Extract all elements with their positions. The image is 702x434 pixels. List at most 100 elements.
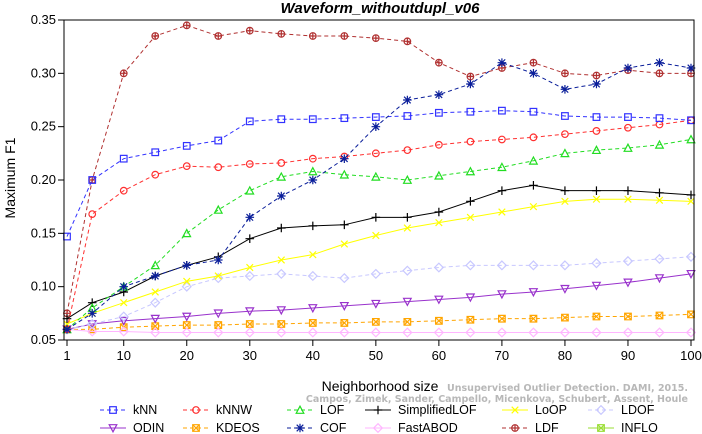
data-point xyxy=(592,195,601,203)
data-point xyxy=(623,63,633,73)
y-tick-label: 0.10 xyxy=(31,279,56,294)
data-point xyxy=(150,260,161,270)
x-tick-label: 30 xyxy=(243,348,257,363)
data-point xyxy=(371,149,380,158)
data-point xyxy=(592,79,601,89)
data-point xyxy=(465,260,476,271)
legend-entry-ldf: LDF xyxy=(502,421,559,434)
series-ldf xyxy=(63,21,695,318)
series-line-knnw xyxy=(66,119,692,330)
data-point xyxy=(433,262,445,273)
data-point xyxy=(214,163,223,172)
data-point xyxy=(529,202,538,211)
data-point xyxy=(686,63,696,73)
legend-label: COF xyxy=(320,421,347,434)
data-point xyxy=(371,299,381,309)
data-point xyxy=(624,195,632,203)
series-line-odin xyxy=(66,273,692,330)
data-point xyxy=(498,106,506,115)
data-point xyxy=(214,136,223,145)
legend-label: kNN xyxy=(133,403,157,417)
legend-label: LDF xyxy=(535,421,559,434)
legend-marker xyxy=(373,405,383,415)
data-point xyxy=(371,34,380,42)
data-point xyxy=(245,320,254,328)
data-point xyxy=(340,114,349,123)
y-axis-title: Maximum F1 xyxy=(2,137,18,218)
data-point xyxy=(340,220,349,230)
data-point xyxy=(466,137,475,146)
data-point xyxy=(435,218,443,227)
data-point xyxy=(529,181,538,190)
data-point xyxy=(213,309,224,319)
data-point xyxy=(402,265,413,276)
x-tick-label: 50 xyxy=(369,348,383,363)
legend-label: kNNW xyxy=(216,403,252,417)
data-point xyxy=(277,191,286,201)
data-point xyxy=(528,327,539,338)
data-point xyxy=(496,260,508,271)
data-point xyxy=(88,176,97,184)
data-point xyxy=(340,32,349,40)
data-point xyxy=(307,270,318,282)
data-point xyxy=(87,309,97,318)
series-fastabod xyxy=(61,324,697,338)
data-point xyxy=(528,155,539,165)
data-point xyxy=(592,312,601,321)
data-point xyxy=(623,186,633,195)
legend-label: FastABOD xyxy=(398,421,458,434)
data-point xyxy=(245,26,254,35)
data-point xyxy=(560,284,570,294)
data-point xyxy=(624,312,632,321)
data-point xyxy=(591,327,602,338)
legend-entry-fastabod: FastABOD xyxy=(365,421,458,434)
data-point xyxy=(339,327,350,338)
data-point xyxy=(276,171,287,181)
y-tick-label: 0.30 xyxy=(31,65,56,80)
legend-entry-inflo: INFLO xyxy=(588,421,658,434)
x-tick-label: 70 xyxy=(495,348,509,363)
data-point xyxy=(308,154,317,163)
data-point xyxy=(244,327,255,338)
data-point xyxy=(561,69,569,78)
data-point xyxy=(182,321,191,329)
data-point xyxy=(339,301,350,311)
data-point xyxy=(497,58,507,67)
data-point xyxy=(654,274,665,284)
data-point xyxy=(655,58,664,67)
data-point xyxy=(403,146,412,155)
x-tick-label: 60 xyxy=(432,348,446,363)
data-point xyxy=(466,197,475,206)
data-point xyxy=(277,223,286,233)
data-point xyxy=(591,281,602,291)
data-point xyxy=(277,115,286,124)
data-point xyxy=(277,159,286,167)
data-point xyxy=(496,327,508,338)
data-point xyxy=(372,231,380,240)
data-point xyxy=(434,170,444,180)
y-tick-label: 0.35 xyxy=(31,12,56,27)
data-point xyxy=(276,306,287,316)
x-tick-label: 40 xyxy=(306,348,320,363)
legend-marker xyxy=(511,424,519,432)
data-point xyxy=(245,117,254,126)
data-point xyxy=(118,311,129,322)
data-point xyxy=(244,270,255,282)
data-point xyxy=(403,224,412,232)
data-point xyxy=(466,107,475,116)
data-point xyxy=(245,234,255,243)
data-point xyxy=(245,213,255,222)
data-point xyxy=(182,261,192,270)
data-point xyxy=(655,188,664,198)
data-point xyxy=(371,122,381,131)
data-point xyxy=(402,297,413,307)
data-point xyxy=(182,162,191,171)
data-point xyxy=(403,112,412,120)
data-point xyxy=(465,327,476,338)
data-point xyxy=(183,277,191,286)
data-point xyxy=(402,327,413,338)
data-point xyxy=(591,258,602,269)
data-point xyxy=(466,72,475,81)
data-point xyxy=(308,221,318,231)
legend-entry-odin: ODIN xyxy=(100,421,164,434)
